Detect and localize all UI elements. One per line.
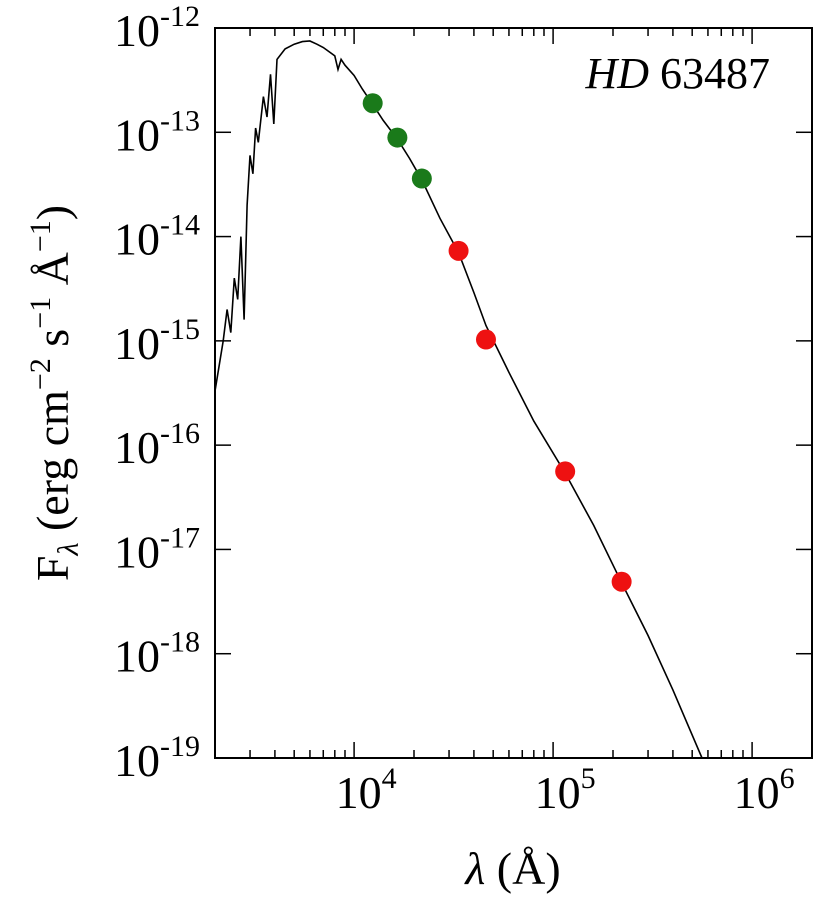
chart-title: HD 63487 — [584, 49, 770, 98]
photometry-points — [362, 93, 632, 592]
y-tick-label: 10-18 — [114, 626, 200, 682]
y-tick-label: 10-15 — [114, 313, 200, 369]
y-tick-label: 10-16 — [114, 417, 200, 473]
x-tick-label: 105 — [535, 762, 596, 818]
x-tick-label: 106 — [734, 762, 795, 818]
data-point — [362, 93, 383, 114]
model-spectrum — [215, 40, 703, 758]
y-tick-label: 10-19 — [114, 730, 200, 786]
x-axis-label: λ (Å) — [463, 843, 560, 894]
tick-labels: 10-12 10-13 10-14 10-15 10-16 10-17 10-18 10-19… — [114, 0, 795, 818]
axis-ticks — [214, 27, 813, 759]
y-axis-label: Fλ (erg cm−2 s−1 Å−1) — [24, 205, 85, 581]
y-tick-label: 10-17 — [114, 521, 200, 577]
data-point — [555, 461, 576, 482]
data-point — [611, 571, 632, 592]
data-point — [411, 168, 432, 189]
x-tick-label: 104 — [336, 762, 397, 818]
plot-frame — [214, 27, 813, 759]
data-point — [448, 240, 469, 261]
y-tick-label: 10-14 — [114, 209, 200, 265]
data-point — [387, 127, 408, 148]
model-curve-line — [215, 40, 703, 758]
svg-text:Fλ (erg cm−2 s−1 Å−1): Fλ (erg cm−2 s−1 Å−1) — [24, 205, 85, 581]
y-tick-label: 10-13 — [114, 104, 200, 160]
data-point — [475, 329, 496, 350]
y-tick-label: 10-12 — [114, 0, 200, 56]
